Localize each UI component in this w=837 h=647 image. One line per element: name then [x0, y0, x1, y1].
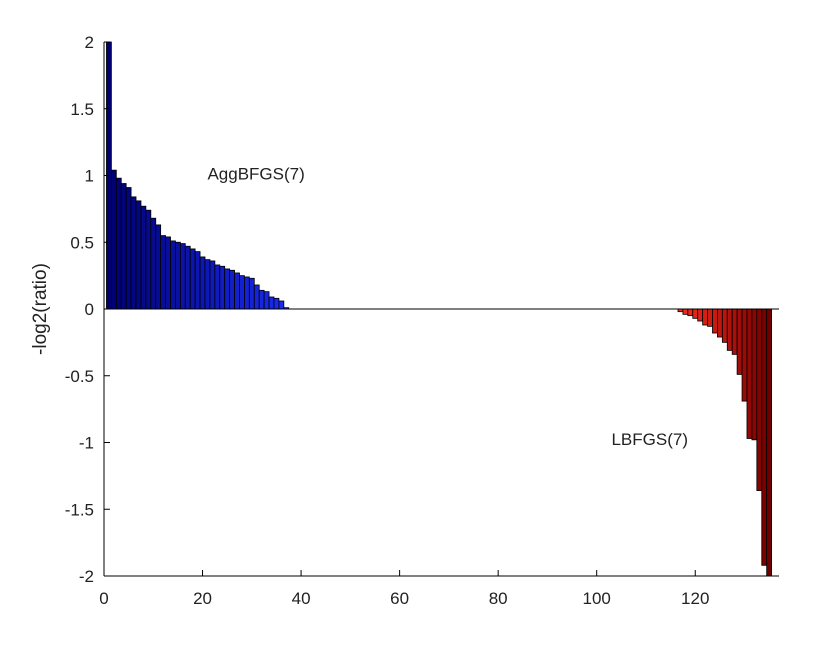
bar-series1-6	[707, 308, 713, 327]
bar-series1-9	[721, 308, 728, 343]
x-tick-label: 120	[681, 589, 709, 608]
bar-series1-15	[751, 308, 758, 441]
bar-series1-8	[717, 308, 723, 338]
bar-series0-25	[229, 269, 235, 310]
bar-series0-20	[204, 259, 211, 310]
bar-series1-16	[756, 308, 763, 491]
bar-series0-21	[209, 260, 216, 310]
bar-series1-17	[761, 308, 768, 566]
bar-series0-28	[244, 276, 250, 310]
bar-series1-5	[702, 308, 708, 326]
bar-series0-8	[145, 209, 152, 310]
bar-series1-3	[692, 308, 699, 319]
bar-series0-10	[155, 224, 162, 310]
bar-series0-12	[165, 236, 171, 310]
x-tick-label: 0	[99, 589, 108, 608]
bar-series0-3	[120, 183, 127, 310]
bar-series1-11	[731, 308, 738, 355]
bar-series0-2	[115, 177, 122, 310]
bar-series0-22	[214, 264, 221, 310]
bar-series0-17	[189, 248, 196, 310]
x-tick-label: 40	[292, 589, 311, 608]
y-axis-ticks: 2 1.5 1 0.5 0 -0.5 -1 -1.5 -2	[65, 33, 110, 586]
bar-series1-1	[682, 308, 689, 315]
bar-series1-14	[746, 308, 753, 439]
bar-series0-14	[175, 241, 181, 310]
bar-series0-7	[140, 205, 147, 310]
bar-series0-15	[179, 243, 186, 310]
bar-series0-24	[224, 268, 231, 310]
bar-series0-1	[110, 169, 117, 310]
bar-series1-2	[687, 308, 694, 317]
bar-series0-23	[219, 265, 226, 310]
bar-series0-11	[160, 235, 166, 310]
y-tick-label: 0.5	[70, 233, 94, 252]
x-tick-label: 80	[489, 589, 508, 608]
bar-series0-13	[170, 240, 176, 310]
bar-series0-32	[263, 291, 270, 310]
bar-series0-6	[135, 200, 142, 310]
y-tick-label: 2	[85, 33, 94, 52]
bar-series0-31	[258, 289, 265, 310]
y-tick-label: -1	[79, 434, 94, 453]
bar-series0-26	[234, 272, 240, 310]
bar-series1-13	[741, 308, 748, 402]
bar-series0-9	[150, 217, 157, 310]
x-axis-ticks: 0 20 40 60 80 100 120	[99, 570, 709, 608]
bar-series1-10	[726, 308, 733, 351]
bar-series1-18	[766, 308, 773, 577]
bar-series0-30	[253, 284, 260, 310]
bar-series0-29	[248, 277, 255, 310]
bar-series0-34	[273, 297, 280, 310]
bar-series0-19	[199, 256, 206, 310]
x-tick-label: 20	[193, 589, 212, 608]
y-tick-label: -0.5	[65, 367, 94, 386]
x-tick-label: 60	[390, 589, 409, 608]
bar-series0-33	[268, 296, 275, 310]
bar-series1-12	[736, 308, 743, 375]
y-tick-label: -2	[79, 567, 94, 586]
y-axis-label: -log2(ratio)	[30, 263, 51, 355]
y-tick-label: 1.5	[70, 100, 94, 119]
bar-series1-7	[712, 308, 718, 334]
bar-series0-16	[184, 245, 191, 310]
y-tick-label: 0	[85, 300, 94, 319]
bar-series0-4	[125, 187, 132, 310]
y-tick-label: 1	[85, 167, 94, 186]
bar-series0-18	[194, 251, 201, 310]
bar-series1-4	[697, 308, 704, 322]
y-tick-label: -1.5	[65, 500, 94, 519]
bar-series0-27	[239, 275, 245, 310]
annotation-lbfgs: LBFGS(7)	[611, 430, 688, 449]
x-tick-label: 100	[583, 589, 611, 608]
bar-series0-5	[130, 196, 137, 310]
bar-series0-35	[278, 300, 285, 310]
annotation-aggbfgs: AggBFGS(7)	[207, 165, 304, 184]
